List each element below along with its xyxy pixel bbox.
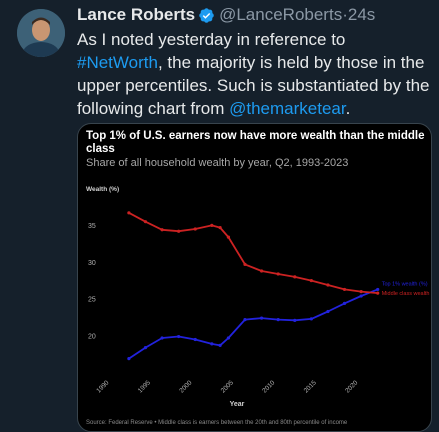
x-axis-label: Year: [230, 401, 245, 408]
data-point: [160, 228, 164, 232]
data-point: [342, 301, 347, 306]
data-point: [160, 336, 164, 340]
tweet-text-part: , the majority is held by those in the u…: [77, 53, 430, 118]
data-point: [259, 316, 264, 320]
data-point: [210, 342, 214, 346]
tweet-text-part: As I noted yesterday in reference to: [77, 30, 346, 49]
y-tick-label: 20: [88, 334, 96, 341]
x-tick-label: 1995: [137, 379, 152, 394]
data-point: [293, 275, 297, 279]
author-handle[interactable]: @LanceRoberts: [219, 5, 343, 24]
data-point: [218, 343, 222, 347]
hashtag-link[interactable]: #NetWorth: [77, 53, 158, 72]
tweet-media-chart[interactable]: Top 1% of U.S. earners now have more wea…: [77, 123, 432, 432]
x-tick-label: 2000: [178, 379, 193, 394]
tweet-text: As I noted yesterday in reference to #Ne…: [77, 28, 433, 120]
data-point: [218, 225, 222, 230]
verified-badge-icon: [198, 7, 215, 24]
chart-source: Source: Federal Reserve • Middle class i…: [86, 420, 348, 426]
y-axis-label: Wealth (%): [86, 186, 119, 193]
data-point: [193, 227, 197, 231]
data-point: [359, 290, 363, 294]
series-line-top1: [128, 288, 379, 360]
data-point: [210, 223, 214, 227]
data-point: [359, 294, 363, 298]
tweet-text-part: .: [345, 99, 351, 118]
data-point: [326, 309, 330, 314]
x-tick-label: 2010: [261, 379, 276, 394]
data-point: [376, 291, 380, 295]
y-tick-label: 25: [88, 297, 96, 304]
mention-link[interactable]: @themarketear: [229, 99, 346, 118]
author-name[interactable]: Lance Roberts: [77, 5, 196, 24]
separator-dot: ·: [342, 5, 348, 24]
x-tick-label: 2015: [303, 379, 318, 394]
data-point: [143, 345, 148, 350]
tweet: Lance Roberts @LanceRoberts · 24s As I n…: [77, 4, 433, 120]
data-point: [243, 262, 247, 266]
data-point: [243, 318, 247, 322]
chart-title: Top 1% of U.S. earners now have more wea…: [86, 130, 425, 155]
chart-subtitle: Share of all household wealth by year, Q…: [86, 157, 349, 169]
data-point: [226, 235, 231, 239]
x-tick-label: 2005: [220, 379, 235, 394]
data-point: [259, 269, 264, 273]
tweet-header: Lance Roberts @LanceRoberts · 24s: [77, 4, 433, 26]
data-point: [226, 336, 231, 340]
x-tick-label: 2020: [344, 379, 359, 394]
avatar-image: [17, 9, 65, 57]
data-point: [309, 278, 313, 283]
data-point: [143, 220, 148, 224]
y-tick-label: 35: [88, 223, 96, 230]
data-point: [127, 357, 131, 361]
data-point: [177, 334, 181, 339]
data-point: [276, 318, 280, 322]
data-point: [177, 229, 181, 233]
data-point: [376, 287, 380, 292]
data-point: [127, 211, 131, 215]
series-label: Middle class wealth (%): [382, 291, 431, 297]
data-point: [326, 283, 330, 287]
y-tick-label: 30: [88, 260, 96, 267]
tweet-timestamp[interactable]: 24s: [347, 5, 376, 24]
series-label: Top 1% wealth (%): [382, 281, 428, 287]
data-point: [342, 287, 347, 292]
avatar[interactable]: [17, 9, 65, 57]
data-point: [193, 337, 197, 342]
chart-plot: Wealth (%) 20 25 30 35 1990 1995 2000 2005 2010 20…: [86, 186, 431, 408]
data-point: [309, 317, 313, 321]
data-point: [293, 318, 297, 322]
series-line-middle-class: [128, 212, 378, 294]
data-point: [276, 272, 280, 276]
x-tick-label: 1990: [95, 379, 110, 394]
